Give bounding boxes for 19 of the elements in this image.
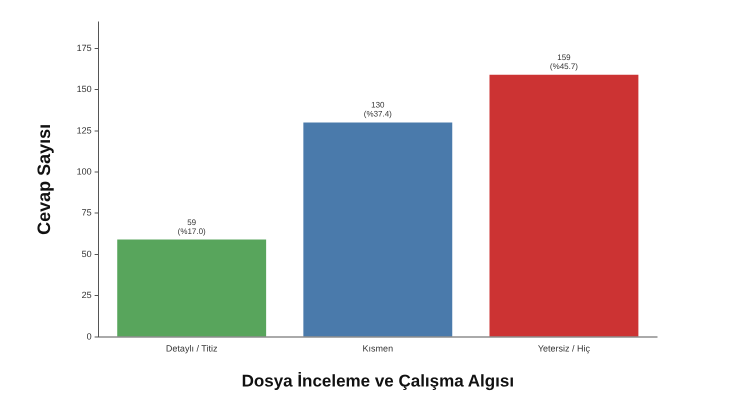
y-tick-label: 25 [82,290,92,300]
x-axis-title: Dosya İnceleme ve Çalışma Algısı [242,371,514,390]
x-tick-label: Kısmen [362,344,394,354]
text: 159 (%45.7) [550,52,578,71]
bar [117,240,266,336]
y-tick-label: 150 [76,84,92,94]
y-tick-label: 175 [76,42,92,53]
x-tick-label: Yetersiz / Hiç [538,344,591,354]
y-tick-label: 0 [86,331,92,342]
text: 130 (%37.4) [364,100,392,119]
y-axis-title: Cevap Sayısı [34,124,54,235]
bar [489,74,638,336]
x-tick-label: Detaylı / Titiz [166,344,218,354]
y-tick-label: 100 [76,166,92,176]
text: 59 (%17.0) [178,218,206,236]
y-tick-label: 50 [82,248,92,259]
y-tick-label: 125 [76,125,92,136]
y-tick-label: 75 [82,208,92,218]
bar [303,122,452,336]
